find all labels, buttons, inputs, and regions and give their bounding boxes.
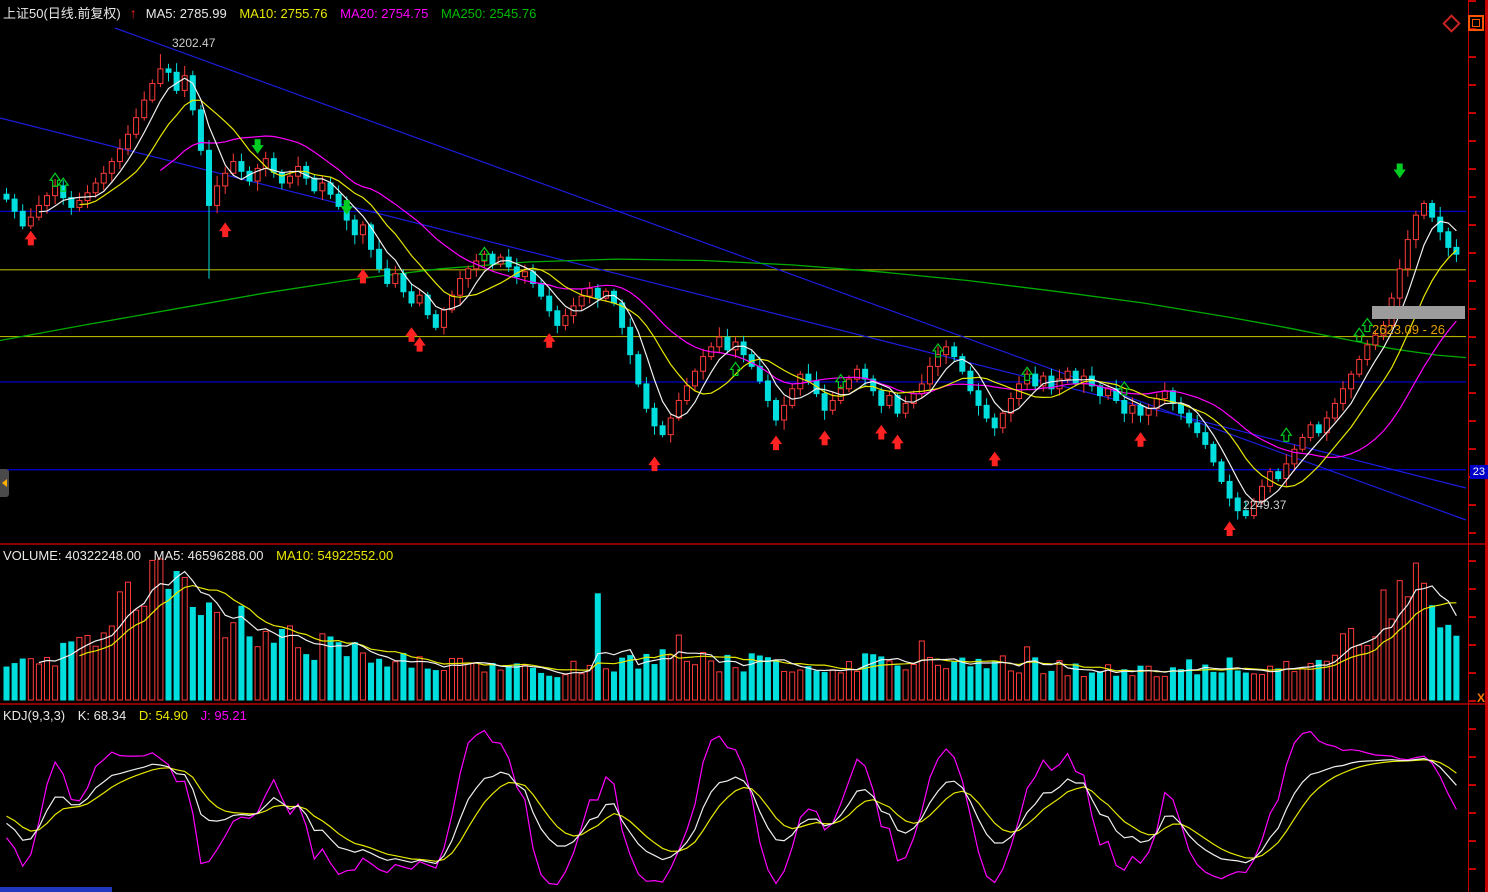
price-chart-canvas[interactable] [0, 0, 1488, 543]
ma5-value-label: MA5: 2785.99 [145, 6, 227, 21]
ma250-value-label: MA250: 2545.76 [440, 6, 537, 21]
blue-price-tag: 23 [1469, 465, 1488, 479]
corner-toolbar [1442, 13, 1484, 33]
restore-window-icon[interactable] [1468, 15, 1484, 31]
price-range-label: 2623.09 - 26 [1372, 322, 1446, 337]
volume-ma5-label: MA5: 46596288.00 [153, 548, 264, 563]
trough-price-label: 2249.37 [1243, 498, 1287, 512]
kdj-j-label: J: 95.21 [200, 708, 247, 723]
volume-chart-canvas[interactable] [0, 545, 1488, 703]
axis-x-marker: X [1476, 691, 1485, 705]
symbol-title[interactable]: 上证50(日线.前复权) [3, 6, 121, 21]
kdj-header: KDJ(9,3,3) K: 68.34 D: 54.90 J: 95.21 [3, 708, 256, 723]
volume-panel: VOLUME: 40322248.00 MA5: 46596288.00 MA1… [0, 543, 1488, 703]
price-axis-scrollbar[interactable] [1468, 0, 1488, 892]
kdj-d-label: D: 54.90 [138, 708, 188, 723]
panel-collapse-handle[interactable] [0, 469, 9, 497]
ma20-value-label: MA20: 2754.75 [340, 6, 429, 21]
buy-signal-arrow-icon: ↑ [129, 5, 137, 21]
volume-ma10-label: MA10: 54922552.00 [276, 548, 394, 563]
peak-price-label: 3202.47 [172, 36, 216, 50]
diamond-icon[interactable] [1442, 13, 1461, 33]
main-chart-panel: 上证50(日线.前复权) ↑ MA5: 2785.99 MA10: 2755.76 … [0, 0, 1488, 543]
volume-value-label: VOLUME: 40322248.00 [3, 548, 142, 563]
kdj-chart-canvas[interactable] [0, 705, 1488, 892]
ma10-value-label: MA10: 2755.76 [239, 6, 328, 21]
kdj-panel: KDJ(9,3,3) K: 68.34 D: 54.90 J: 95.21 [0, 703, 1488, 892]
range-highlight-bar [1372, 306, 1465, 319]
kdj-title-label[interactable]: KDJ(9,3,3) [3, 708, 66, 723]
chart-header: 上证50(日线.前复权) ↑ MA5: 2785.99 MA10: 2755.76 … [3, 3, 545, 22]
kdj-k-label: K: 68.34 [77, 708, 127, 723]
collapse-left-arrow-icon [2, 479, 7, 487]
volume-header: VOLUME: 40322248.00 MA5: 46596288.00 MA1… [3, 548, 402, 563]
status-strip [0, 887, 112, 892]
